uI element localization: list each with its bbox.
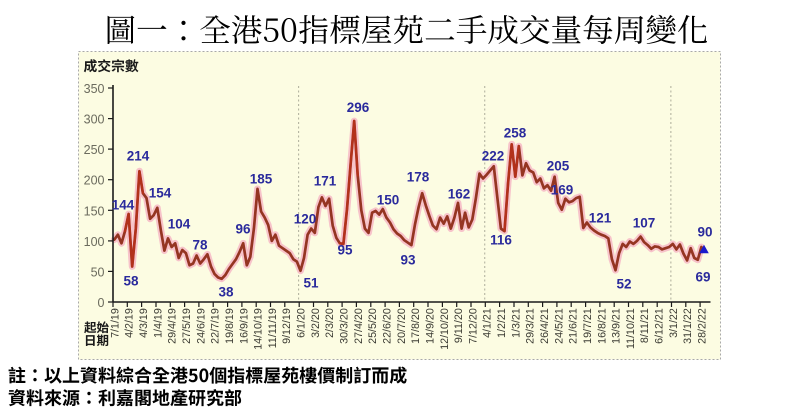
svg-text:350: 350 — [84, 82, 105, 96]
svg-text:58: 58 — [123, 274, 139, 289]
svg-text:19/7/21: 19/7/21 — [582, 308, 594, 344]
svg-text:20/7/20: 20/7/20 — [396, 308, 408, 344]
svg-text:154: 154 — [149, 186, 172, 201]
svg-text:8/11/21: 8/11/21 — [639, 308, 651, 343]
svg-text:31/1/22: 31/1/22 — [682, 308, 694, 344]
svg-text:52: 52 — [616, 277, 631, 292]
svg-text:11/11/19: 11/11/19 — [267, 308, 279, 348]
svg-text:296: 296 — [347, 100, 370, 115]
svg-text:300: 300 — [84, 113, 105, 127]
svg-text:16/8/21: 16/8/21 — [596, 308, 608, 344]
svg-text:178: 178 — [407, 170, 430, 185]
svg-text:171: 171 — [314, 174, 337, 189]
svg-text:29/3/21: 29/3/21 — [525, 308, 537, 344]
svg-text:6/1/20: 6/1/20 — [296, 308, 308, 338]
svg-text:95: 95 — [337, 243, 353, 258]
svg-text:9/11/20: 9/11/20 — [453, 308, 465, 343]
svg-text:16/9/19: 16/9/19 — [238, 308, 250, 344]
svg-text:4/3/19: 4/3/19 — [138, 308, 150, 338]
svg-text:6/12/21: 6/12/21 — [654, 308, 666, 344]
svg-text:185: 185 — [250, 172, 273, 187]
svg-text:19/8/19: 19/8/19 — [224, 308, 236, 344]
svg-text:14/9/20: 14/9/20 — [424, 308, 436, 344]
svg-text:38: 38 — [218, 285, 234, 300]
svg-text:22/7/19: 22/7/19 — [210, 308, 222, 344]
svg-text:12/10/20: 12/10/20 — [439, 308, 451, 350]
svg-text:78: 78 — [192, 238, 208, 253]
svg-text:27/5/19: 27/5/19 — [181, 308, 193, 344]
svg-text:3/2/20: 3/2/20 — [310, 308, 322, 338]
svg-text:2/3/20: 2/3/20 — [324, 308, 336, 338]
svg-text:205: 205 — [547, 159, 570, 174]
svg-text:50: 50 — [91, 265, 105, 279]
svg-text:69: 69 — [695, 270, 710, 285]
svg-text:9/12/19: 9/12/19 — [281, 308, 293, 344]
svg-text:222: 222 — [482, 149, 505, 164]
svg-text:1/4/19: 1/4/19 — [152, 308, 164, 338]
svg-text:51: 51 — [303, 276, 319, 291]
svg-text:100: 100 — [84, 235, 105, 249]
svg-text:1/3/21: 1/3/21 — [510, 308, 522, 338]
svg-text:11/10/21: 11/10/21 — [625, 308, 637, 349]
svg-text:93: 93 — [400, 253, 416, 268]
svg-text:200: 200 — [84, 174, 105, 188]
svg-text:107: 107 — [633, 216, 656, 231]
svg-text:27/4/20: 27/4/20 — [353, 308, 365, 344]
svg-text:7/12/20: 7/12/20 — [467, 308, 479, 344]
svg-text:4/2/19: 4/2/19 — [124, 308, 136, 338]
svg-text:25/5/20: 25/5/20 — [367, 308, 379, 344]
svg-text:13/9/21: 13/9/21 — [611, 308, 623, 344]
svg-text:24/5/21: 24/5/21 — [553, 308, 565, 344]
svg-text:116: 116 — [490, 233, 512, 248]
svg-text:28/2/22: 28/2/22 — [697, 308, 709, 344]
svg-text:150: 150 — [377, 193, 400, 208]
svg-text:169: 169 — [551, 183, 574, 198]
svg-text:121: 121 — [589, 211, 612, 226]
svg-text:29/4/19: 29/4/19 — [167, 308, 179, 344]
svg-text:21/6/21: 21/6/21 — [568, 308, 580, 344]
svg-text:14/10/19: 14/10/19 — [253, 308, 265, 350]
svg-text:162: 162 — [448, 187, 471, 202]
svg-text:120: 120 — [294, 212, 317, 227]
svg-text:17/8/20: 17/8/20 — [410, 308, 422, 344]
svg-text:258: 258 — [504, 126, 527, 141]
svg-text:1/2/21: 1/2/21 — [496, 308, 508, 338]
svg-text:96: 96 — [235, 222, 251, 237]
svg-text:90: 90 — [697, 225, 712, 240]
svg-text:7/1/19: 7/1/19 — [109, 308, 121, 338]
svg-text:30/3/20: 30/3/20 — [339, 308, 351, 344]
svg-text:4/1/21: 4/1/21 — [482, 308, 494, 338]
svg-text:150: 150 — [84, 204, 105, 218]
svg-text:0: 0 — [98, 296, 105, 310]
svg-text:22/6/20: 22/6/20 — [382, 308, 394, 344]
svg-text:144: 144 — [112, 198, 135, 213]
svg-text:214: 214 — [127, 149, 150, 164]
svg-text:3/1/22: 3/1/22 — [668, 308, 680, 338]
svg-text:26/4/21: 26/4/21 — [539, 308, 551, 344]
svg-text:24/6/19: 24/6/19 — [195, 308, 207, 344]
svg-text:250: 250 — [84, 143, 105, 157]
svg-text:104: 104 — [168, 217, 191, 232]
